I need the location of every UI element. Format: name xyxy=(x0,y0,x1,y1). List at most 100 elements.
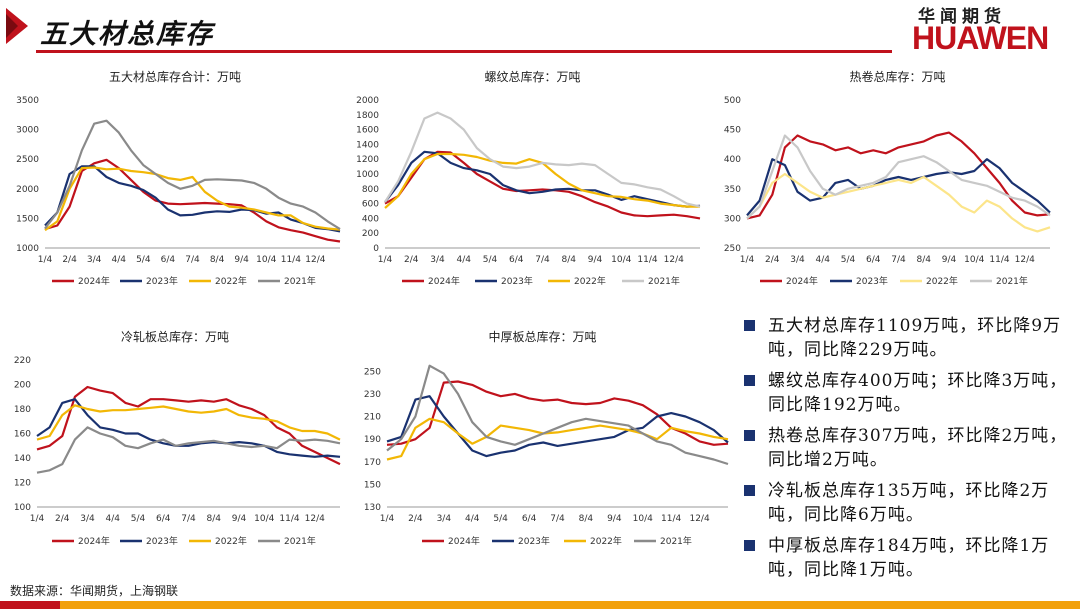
x-tick-label: 7/4 xyxy=(535,255,550,265)
x-tick-label: 12/4 xyxy=(689,514,709,524)
x-tick-label: 7/4 xyxy=(181,514,196,524)
y-tick-label: 200 xyxy=(14,381,31,391)
series-line-3 xyxy=(44,119,341,231)
y-tick-label: 3500 xyxy=(16,96,39,106)
x-tick-label: 3/4 xyxy=(437,514,452,524)
summary-item: 螺纹总库存400万吨；环比降3万吨，同比降192万吨。 xyxy=(744,369,1076,417)
summary-list: 五大材总库存1109万吨，环比降9万吨，同比降229万吨。 螺纹总库存400万吨… xyxy=(744,314,1076,589)
series-line-1 xyxy=(36,398,341,458)
page-title: 五大材总库存 xyxy=(40,19,214,50)
series-line-0 xyxy=(36,385,341,466)
title-arrow-icon xyxy=(6,8,28,44)
x-tick-label: 8/4 xyxy=(210,255,225,265)
y-tick-label: 350 xyxy=(724,185,741,195)
y-tick-label: 210 xyxy=(364,413,381,423)
summary-text: 冷轧板总库存135万吨，环比降2万吨，同比降6万吨。 xyxy=(768,481,1050,525)
x-tick-label: 11/4 xyxy=(279,514,299,524)
series-line-0 xyxy=(44,158,341,243)
legend-label: 2023年 xyxy=(501,275,533,287)
x-tick-label: 11/4 xyxy=(281,255,301,265)
series-line-2 xyxy=(44,166,341,232)
y-tick-label: 2000 xyxy=(16,185,39,195)
chart-svg: 0 200 400 600 800 1000 1200 1400 1600 1800 2000 1/4… xyxy=(356,96,701,287)
x-tick-label: 8/4 xyxy=(917,255,932,265)
x-tick-label: 1/4 xyxy=(380,514,395,524)
y-tick-label: 230 xyxy=(364,390,381,400)
source-note: 数据来源：华闻期货，上海钢联 xyxy=(10,584,179,598)
y-tick-label: 220 xyxy=(14,356,31,366)
x-tick-label: 4/4 xyxy=(112,255,127,265)
title-underline xyxy=(36,50,892,53)
x-tick-label: 8/4 xyxy=(562,255,577,265)
series-line-2 xyxy=(386,417,729,461)
x-tick-label: 2/4 xyxy=(62,255,77,265)
legend-label: 2024年 xyxy=(448,535,480,547)
footer-bar-red xyxy=(0,601,60,609)
y-tick-label: 0 xyxy=(373,244,379,254)
legend-label: 2022年 xyxy=(215,535,247,547)
y-tick-label: 200 xyxy=(362,229,379,239)
series-line-0 xyxy=(746,131,1051,220)
y-tick-label: 400 xyxy=(362,214,379,224)
x-tick-label: 5/4 xyxy=(136,255,151,265)
x-tick-label: 6/4 xyxy=(509,255,524,265)
series-line-2 xyxy=(746,172,1051,233)
x-tick-label: 4/4 xyxy=(457,255,472,265)
y-tick-label: 120 xyxy=(14,479,31,489)
x-tick-label: 10/4 xyxy=(254,514,274,524)
legend-label: 2022年 xyxy=(215,275,247,287)
x-tick-label: 3/4 xyxy=(87,255,102,265)
legend-label: 2023年 xyxy=(856,275,888,287)
y-tick-label: 1000 xyxy=(356,170,379,180)
y-tick-label: 1200 xyxy=(356,155,379,165)
x-tick-label: 9/4 xyxy=(232,514,247,524)
x-tick-label: 5/4 xyxy=(493,514,508,524)
legend-label: 2022年 xyxy=(574,275,606,287)
legend-label: 2021年 xyxy=(284,275,316,287)
x-tick-label: 12/4 xyxy=(305,255,325,265)
x-tick-label: 12/4 xyxy=(664,255,684,265)
y-tick-label: 3000 xyxy=(16,126,39,136)
legend-label: 2024年 xyxy=(78,535,110,547)
bullet-square-icon xyxy=(744,320,755,331)
x-tick-label: 7/4 xyxy=(891,255,906,265)
chart-title: 中厚板总库存：万吨 xyxy=(488,330,597,344)
x-tick-label: 12/4 xyxy=(305,514,325,524)
summary-text: 中厚板总库存184万吨，环比降1万吨，同比降1万吨。 xyxy=(768,536,1050,580)
x-tick-label: 4/4 xyxy=(106,514,121,524)
legend-label: 2022年 xyxy=(926,275,958,287)
y-tick-label: 150 xyxy=(364,480,381,490)
y-tick-label: 140 xyxy=(14,454,31,464)
y-tick-label: 170 xyxy=(364,458,381,468)
y-tick-label: 1500 xyxy=(16,214,39,224)
y-tick-label: 100 xyxy=(14,503,31,513)
x-tick-label: 5/4 xyxy=(131,514,146,524)
x-tick-label: 7/4 xyxy=(550,514,565,524)
y-tick-label: 500 xyxy=(724,96,741,106)
x-tick-label: 10/4 xyxy=(633,514,653,524)
x-tick-label: 1/4 xyxy=(38,255,53,265)
bullet-square-icon xyxy=(744,375,755,386)
footer-bar-orange xyxy=(60,601,1080,609)
chart-title: 冷轧板总库存：万吨 xyxy=(120,330,229,344)
series-line-3 xyxy=(384,111,701,208)
chart-title: 五大材总库存合计：万吨 xyxy=(108,70,241,84)
y-tick-label: 1400 xyxy=(356,140,379,150)
chart-crc-inventory: 冷轧板总库存：万吨 100 120 140 160 180 200 220 1/4 2/4 3/4… xyxy=(0,322,350,562)
series-line-3 xyxy=(36,426,341,474)
chart-title: 螺纹总库存：万吨 xyxy=(484,70,581,84)
y-tick-label: 400 xyxy=(724,155,741,165)
logo-english-text: HUAWEN xyxy=(912,20,1049,56)
x-tick-label: 11/4 xyxy=(989,255,1009,265)
legend-label: 2021年 xyxy=(996,275,1028,287)
x-tick-label: 7/4 xyxy=(185,255,200,265)
legend-label: 2023年 xyxy=(146,535,178,547)
x-tick-label: 9/4 xyxy=(588,255,603,265)
bullet-square-icon xyxy=(744,485,755,496)
chart-total-inventory: 五大材总库存合计：万吨 1000 1500 2000 2500 3000 3500 1/4 2… xyxy=(0,62,350,302)
x-tick-label: 12/4 xyxy=(1015,255,1035,265)
company-logo: 华闻期货 HUAWEN xyxy=(912,2,1072,56)
y-tick-label: 800 xyxy=(362,185,379,195)
legend-label: 2024年 xyxy=(428,275,460,287)
bullet-square-icon xyxy=(744,430,755,441)
